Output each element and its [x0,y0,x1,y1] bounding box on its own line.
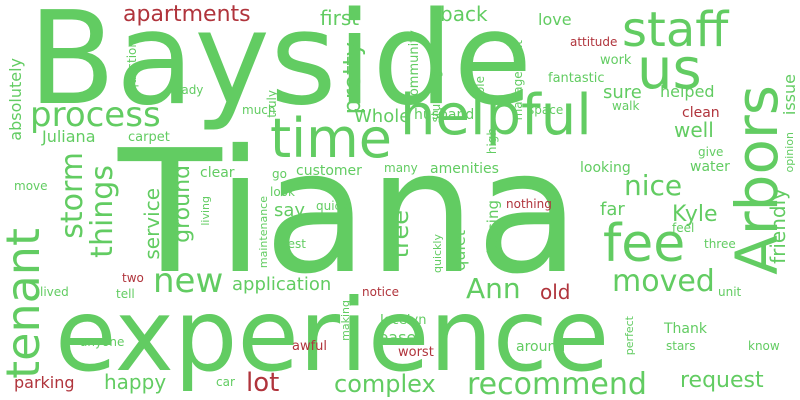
word-nice: nice [624,169,683,202]
word-apartments: apartments [123,2,251,27]
word-making: making [339,300,352,341]
word-storm: storm [55,152,90,239]
word-fantastic: fantastic [548,71,605,86]
word-quiet: quiet [450,230,469,271]
word-juliana: Juliana [42,127,96,146]
word-able: able [473,76,487,102]
word-lady: lady [178,83,204,97]
word-tell: tell [116,287,135,301]
word-clear: clear [200,165,235,181]
word-question: question [125,40,139,92]
word-three: three [704,237,736,251]
word-absolutely: absolutely [6,58,25,141]
word-high: high [485,128,499,155]
word-thank: Thank [664,321,707,337]
word-pretty: pretty [338,42,366,115]
word-two: two [122,271,144,285]
word-things: things [85,165,120,258]
word-fee: fee [603,214,686,274]
word-notice: notice [362,285,399,299]
word-ann: Ann [466,272,521,305]
word-far: far [600,199,625,220]
word-tenant: tenant [0,228,50,379]
word-issue: issue [780,74,799,116]
word-unit: unit [718,285,742,299]
word-new: new [153,261,224,301]
word-jocelyn: Jocelyn [380,313,427,328]
word-helped: helped [660,82,715,101]
word-happy: happy [104,370,167,394]
word-attitude: attitude [570,35,618,49]
word-awful: awful [292,339,328,354]
word-well: well [674,118,714,142]
word-car: car [216,375,235,389]
word-old: old [540,280,571,304]
word-walk: walk [612,99,640,113]
word-love: love [538,10,572,29]
word-first: first [320,6,360,30]
word-request: request [680,368,764,393]
word-say: say [274,200,306,221]
word-application: application [232,274,332,295]
word-go: go [272,167,287,181]
word-lived: lived [40,285,69,299]
word-many: many [384,161,418,175]
word-quickly: quickly [431,234,444,273]
word-ground: ground [170,165,195,243]
word-quick: quick [316,199,349,213]
word-friendly: friendly [766,188,790,264]
word-best: best [280,237,306,251]
word-perfect: perfect [623,316,636,356]
word-move: move [14,179,48,193]
word-water: water [690,159,730,175]
word-living: living [199,196,212,226]
word-much: much [242,103,276,117]
word-feel: feel [672,221,695,235]
word-lease: lease [374,328,417,347]
word-process: process [30,95,161,135]
word-around: around [516,339,566,355]
word-opinion: opinion [783,132,796,173]
word-parking: parking [14,373,75,392]
word-amenities: amenities [430,161,499,177]
word-us: us [637,37,702,102]
word-community: community [407,30,422,104]
word-husband: husband [414,107,475,123]
word-whole: Whole [354,106,411,127]
word-worst: worst [398,345,434,360]
word-anyone: anyone [80,335,125,349]
word-moved: moved [612,264,715,299]
word-work: work [600,53,632,68]
word-know: know [748,339,780,353]
word-back: back [440,2,488,26]
word-clean: clean [682,105,720,121]
word-help: help [184,147,210,161]
word-bayside: Bayside [28,0,533,134]
word-management: management [511,40,525,121]
word-helpful: helpful [400,83,592,148]
word-experience: experience [55,277,610,394]
word-staff: staff [622,2,729,58]
word-stunning: stunning [429,70,443,123]
word-sure: sure [603,82,642,103]
word-look: look [270,185,295,199]
word-carpet: carpet [128,130,170,145]
word-leasing: leasing [484,200,502,254]
word-stars: stars [666,339,696,353]
word-looking: looking [580,160,631,176]
word-customer: customer [296,163,362,179]
word-service: service [140,188,164,260]
word-tiana: Tiana [118,114,580,312]
word-tree: tree [386,210,414,259]
word-time: time [270,107,393,170]
word-maintenance: maintenance [257,196,270,269]
word-nothing: nothing [506,197,552,211]
word-kyle: Kyle [672,202,718,227]
word-recommend: recommend [467,367,647,400]
word-complex: complex [334,370,436,398]
word-lot: lot [246,368,280,398]
word-give: give [698,145,724,159]
word-space: space [528,103,564,117]
